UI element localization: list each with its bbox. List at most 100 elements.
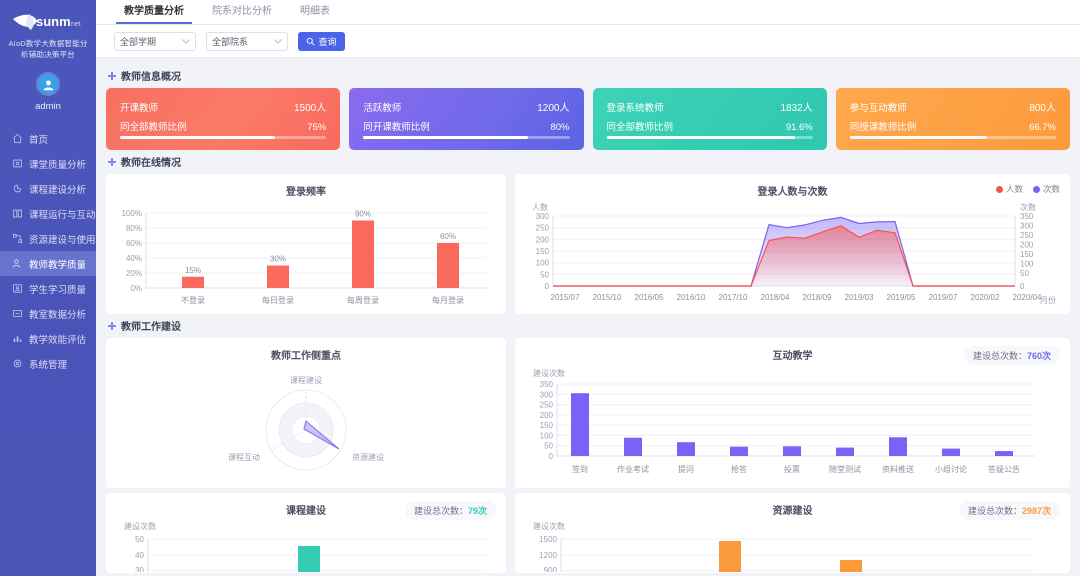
legend-item-times[interactable]: 次数 [1032,183,1060,195]
sidebar-item-home[interactable]: 首页 [0,126,96,151]
legend-label: 次数 [1042,184,1060,194]
card-value: 1500人 [294,103,327,114]
sidebar-item-label: 首页 [29,134,49,146]
section-marker-icon [108,321,116,330]
svg-text:50: 50 [135,535,144,544]
card-ratio-label: 同全部教师比例 [606,122,674,133]
svg-text:900: 900 [544,566,558,572]
progress-fill [849,136,988,139]
card-primary-row: 活跃教师 1200人 [363,99,569,114]
chart-title: 课程建设 [286,506,326,517]
svg-text:15%: 15% [185,266,201,275]
section-title: 教师在线情况 [121,158,181,169]
sidebar-item-classroom-quality[interactable]: 课堂质量分析 [0,151,96,176]
teacher-work-focus-chart: 课程建设 资源建设 课程互动 [228,375,384,471]
y-axis-label: 建设次数 [533,368,565,378]
search-button[interactable]: 查询 [298,31,345,51]
card-value: 1200人 [537,103,570,114]
series-area-people [553,225,1015,286]
svg-text:2017/10: 2017/10 [719,293,748,302]
legend-label: 人数 [1005,184,1023,194]
tab-teaching-quality[interactable]: 教学质量分析 [110,0,198,24]
y2-axis-label: 次数 [1020,202,1036,212]
semester-select[interactable]: 全部学期 [114,31,196,51]
svg-text:0: 0 [545,282,550,291]
login-frequency-chart: 100% 80% 60% 40% 20% 0% [122,209,486,305]
stat-card-logged-in-teachers[interactable]: 登录系统教师 1832人 同全部教师比例 91.6% [592,88,827,150]
brand-subtitle: AIoD教学大数据智能分析辅助决策平台 [8,39,88,59]
stat-card-active-teachers[interactable]: 活跃教师 1200人 同开课教师比例 80% [349,88,584,150]
svg-text:资料推送: 资料推送 [882,464,914,474]
brand-logo[interactable]: sunm net AIoD教学大数据智能分析辅助决策平台 [0,0,96,60]
avatar[interactable] [36,72,60,96]
work-panels-bottom: 课程建设 建设总次数：79次 建设次数 50 [106,493,1070,573]
section-header-online: 教师在线情况 [108,154,1070,169]
sidebar-item-room-data[interactable]: 教室数据分析 [0,301,96,326]
card-ratio-row: 同授课教师比例 66.7% [850,119,1056,133]
svg-text:不登录: 不登录 [181,295,205,305]
card-primary-row: 登录系统教师 1832人 [607,99,813,114]
chart-title: 教师工作侧重点 [271,351,341,362]
course-build-icon [12,183,23,194]
search-icon [306,37,316,46]
tab-detail-table[interactable]: 明细表 [300,6,330,17]
online-panels: 登录频率 100% 80% [106,174,1070,314]
svg-text:60%: 60% [126,239,142,248]
sidebar-item-system-management[interactable]: 系统管理 [0,351,96,376]
card-ratio-label: 同授课教师比例 [849,122,917,133]
card-ratio-row: 同全部教师比例 91.6% [607,119,813,133]
sidebar-item-course-run-interaction[interactable]: 课程运行与互动 [0,201,96,226]
sidebar-item-resource-usage[interactable]: 资源建设与使用 [0,226,96,251]
panel-login-count-times: 登录人数与次数 人数 次数 [515,174,1070,314]
tab-department-comparison[interactable]: 院系对比分析 [212,6,272,17]
y-tick-labels: 100% 80% 60% 40% 20% 0% [122,209,142,293]
content-area: 教师信息概况 开课教师 1500人 同全部教师比例 75% [96,58,1080,573]
svg-text:作业考试: 作业考试 [617,464,649,474]
chart-legend: 人数 次数 [995,183,1060,195]
radar-axis-label: 资源建设 [352,452,384,462]
resource-construction-chart: 建设次数 1500 1200 900 [533,521,1035,572]
sidebar-item-label: 学生学习质量 [29,284,87,296]
svg-text:200: 200 [1020,241,1034,250]
svg-text:2019/03: 2019/03 [845,293,874,302]
svg-text:80%: 80% [126,224,142,233]
gridlines [560,538,1035,572]
svg-text:2019/05: 2019/05 [887,293,916,302]
sidebar-item-teaching-effect[interactable]: 教学效能评估 [0,326,96,351]
bar [840,560,862,572]
stat-card-opening-teachers[interactable]: 开课教师 1500人 同全部教师比例 75% [106,88,341,150]
sidebar-item-course-construction[interactable]: 课程建设分析 [0,176,96,201]
bar [995,451,1013,456]
svg-text:抢答: 抢答 [731,464,747,474]
sidebar-item-student-quality[interactable]: 学生学习质量 [0,276,96,301]
panel-course-construction: 课程建设 建设总次数：79次 建设次数 50 [106,493,506,573]
svg-text:30%: 30% [270,255,286,264]
svg-text:每日登录: 每日登录 [262,295,294,305]
panel-resource-construction: 资源建设 建设总次数：2987次 建设次数 1500 [515,493,1070,573]
sidebar-item-label: 教师教学质量 [29,259,87,271]
course-construction-chart: 建设次数 50 40 30 [124,521,486,572]
svg-text:1200: 1200 [539,551,557,560]
legend-item-people[interactable]: 人数 [995,183,1023,195]
chart-title: 登录人数与次数 [757,187,828,198]
bar [889,437,907,456]
stat-card-interactive-teachers[interactable]: 参与互动教师 800人 同授课教师比例 66.7% [835,88,1070,150]
svg-text:0: 0 [1020,282,1025,291]
y-axis-label: 人数 [532,202,548,212]
chart-title: 互动教学 [772,351,813,362]
svg-text:签到: 签到 [572,464,588,474]
svg-text:90%: 90% [355,210,371,219]
y2-tick-labels: 350 300 250 200 150 100 50 0 [1020,212,1034,291]
user-block[interactable]: admin [0,72,96,112]
card-ratio-value: 66.7% [1029,122,1056,133]
section-marker-icon [108,157,116,166]
svg-text:2015/07: 2015/07 [551,293,580,302]
svg-text:0%: 0% [130,284,142,293]
progress-track [849,136,1056,139]
bar [719,541,741,572]
department-select[interactable]: 全部院系 [206,31,288,51]
sidebar-item-teacher-quality[interactable]: 教师教学质量 [0,251,96,276]
svg-text:40: 40 [135,551,144,560]
svg-text:答疑公告: 答疑公告 [988,464,1020,474]
card-ratio-label: 同全部教师比例 [120,122,187,133]
